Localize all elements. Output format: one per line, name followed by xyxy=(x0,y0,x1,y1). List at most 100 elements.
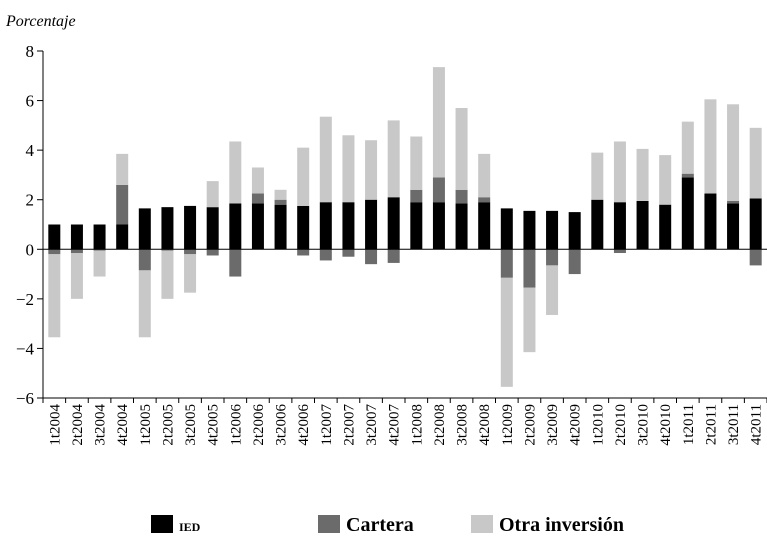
bar-cartera-3t2007 xyxy=(365,249,378,265)
legend-swatch xyxy=(151,515,173,533)
bar-otra-inversión-2t2004 xyxy=(70,253,83,299)
bar-otra-inversión-2t2008 xyxy=(432,67,445,178)
bar-cartera-2t2008 xyxy=(432,177,445,203)
bar-ied-1t2004 xyxy=(48,224,61,250)
bar-cartera-1t2005 xyxy=(138,249,151,271)
x-tick-label: 2t2011 xyxy=(703,404,719,445)
bar-ied-2t2004 xyxy=(70,224,83,250)
bar-otra-inversión-3t2006 xyxy=(274,189,287,200)
bar-cartera-1t2007 xyxy=(319,249,332,261)
bar-otra-inversión-3t2007 xyxy=(365,140,378,200)
legend-label: Otra inversión xyxy=(499,514,624,536)
bar-cartera-2t2004 xyxy=(70,249,83,254)
bar-otra-inversión-3t2011 xyxy=(727,104,740,201)
bar-otra-inversión-3t2005 xyxy=(184,254,197,293)
bar-ied-4t2005 xyxy=(206,207,219,250)
bar-cartera-4t2011 xyxy=(749,249,762,266)
y-tick-label: 0 xyxy=(26,240,35,259)
bar-ied-3t2004 xyxy=(93,224,106,250)
x-tick-label: 2t2007 xyxy=(341,404,357,446)
bar-ied-1t2010 xyxy=(591,199,604,250)
bar-cartera-3t2008 xyxy=(455,189,468,204)
bar-ied-2t2005 xyxy=(161,207,174,250)
x-tick-label: 4t2010 xyxy=(658,404,674,446)
x-tick-label: 2t2004 xyxy=(70,404,86,446)
bar-otra-inversión-2t2006 xyxy=(251,167,264,194)
legend: IED Cartera Otra inversión xyxy=(151,514,624,536)
bar-ied-3t2007 xyxy=(365,199,378,250)
bar-ied-2t2006 xyxy=(251,203,264,250)
bar-ied-3t2006 xyxy=(274,204,287,250)
bar-ied-1t2011 xyxy=(681,177,694,250)
bar-ied-3t2005 xyxy=(184,205,197,250)
y-tick-label: 8 xyxy=(26,42,35,61)
x-tick-label: 3t2011 xyxy=(726,404,742,445)
bar-cartera-4t2007 xyxy=(387,249,400,263)
bar-cartera-2t2010 xyxy=(613,249,626,254)
y-axis: −6 −4 −2 0 2 4 6 8 xyxy=(16,42,44,408)
legend-swatch xyxy=(471,515,493,533)
y-tick-label: 2 xyxy=(26,191,35,210)
bar-otra-inversión-1t2007 xyxy=(319,116,332,203)
bar-ied-4t2011 xyxy=(749,198,762,250)
bar-otra-inversión-2t2011 xyxy=(704,99,717,194)
x-axis: 1t2004 2t2004 3t2004 4t2004 1t2005 2t2005 3t20… xyxy=(42,397,767,446)
bar-ied-4t2008 xyxy=(478,202,491,250)
x-tick-label: 3t2005 xyxy=(183,404,199,446)
bar-ied-1t2005 xyxy=(138,208,151,250)
bar-ied-3t2010 xyxy=(636,200,649,250)
x-tick-label: 3t2010 xyxy=(636,404,652,446)
bar-ied-3t2008 xyxy=(455,203,468,250)
x-tick-label: 4t2005 xyxy=(206,404,222,446)
bar-ied-4t2007 xyxy=(387,197,400,250)
bar-cartera-2t2007 xyxy=(342,249,355,257)
y-tick-label: −4 xyxy=(16,339,35,358)
bar-cartera-2t2009 xyxy=(523,249,536,288)
bar-otra-inversión-4t2011 xyxy=(749,127,762,199)
bar-otra-inversión-1t2005 xyxy=(138,270,151,338)
x-tick-label: 1t2010 xyxy=(590,404,606,446)
bar-otra-inversión-4t2006 xyxy=(297,147,310,206)
bar-ied-1t2008 xyxy=(410,202,423,250)
bars-group xyxy=(48,67,762,387)
bar-cartera-3t2004 xyxy=(93,249,106,251)
bar-cartera-1t2006 xyxy=(229,249,242,277)
x-tick-label: 1t2006 xyxy=(228,404,244,446)
bar-ied-4t2010 xyxy=(659,204,672,250)
x-tick-label: 1t2005 xyxy=(138,404,154,446)
bar-cartera-4t2004 xyxy=(116,184,129,225)
bar-otra-inversión-1t2011 xyxy=(681,121,694,174)
x-tick-label: 3t2008 xyxy=(455,404,471,446)
bar-otra-inversión-3t2009 xyxy=(546,265,559,315)
x-tick-label: 3t2004 xyxy=(93,404,109,446)
x-tick-label: 4t2008 xyxy=(477,404,493,446)
bar-ied-1t2009 xyxy=(500,208,513,250)
x-tick-label: 2t2005 xyxy=(160,404,176,446)
x-tick-label: 4t2007 xyxy=(387,404,403,446)
x-tick-label: 1t2008 xyxy=(409,404,425,446)
bar-ied-2t2007 xyxy=(342,202,355,250)
bar-ied-2t2011 xyxy=(704,193,717,250)
y-tick-label: −2 xyxy=(16,290,34,309)
bar-cartera-4t2005 xyxy=(206,249,219,256)
x-tick-label: 1t2007 xyxy=(319,404,335,446)
bar-cartera-4t2008 xyxy=(478,197,491,203)
legend-label: IED xyxy=(179,520,201,534)
bar-otra-inversión-2t2005 xyxy=(161,250,174,299)
bar-ied-2t2009 xyxy=(523,210,536,250)
bar-ied-2t2010 xyxy=(613,202,626,250)
bar-otra-inversión-2t2009 xyxy=(523,287,536,353)
bar-cartera-4t2009 xyxy=(568,249,581,275)
y-axis-label: Porcentaje xyxy=(5,13,76,30)
x-tick-label: 4t2009 xyxy=(568,404,584,446)
bar-otra-inversión-1t2010 xyxy=(591,152,604,200)
x-tick-label: 1t2004 xyxy=(47,404,63,446)
bar-otra-inversión-4t2004 xyxy=(116,153,129,185)
y-tick-label: 4 xyxy=(26,141,35,160)
bar-cartera-1t2011 xyxy=(681,173,694,178)
bar-cartera-2t2005 xyxy=(161,249,174,251)
y-tick-label: 6 xyxy=(26,92,35,111)
bar-otra-inversión-3t2010 xyxy=(636,148,649,201)
bar-otra-inversión-1t2009 xyxy=(500,277,513,387)
